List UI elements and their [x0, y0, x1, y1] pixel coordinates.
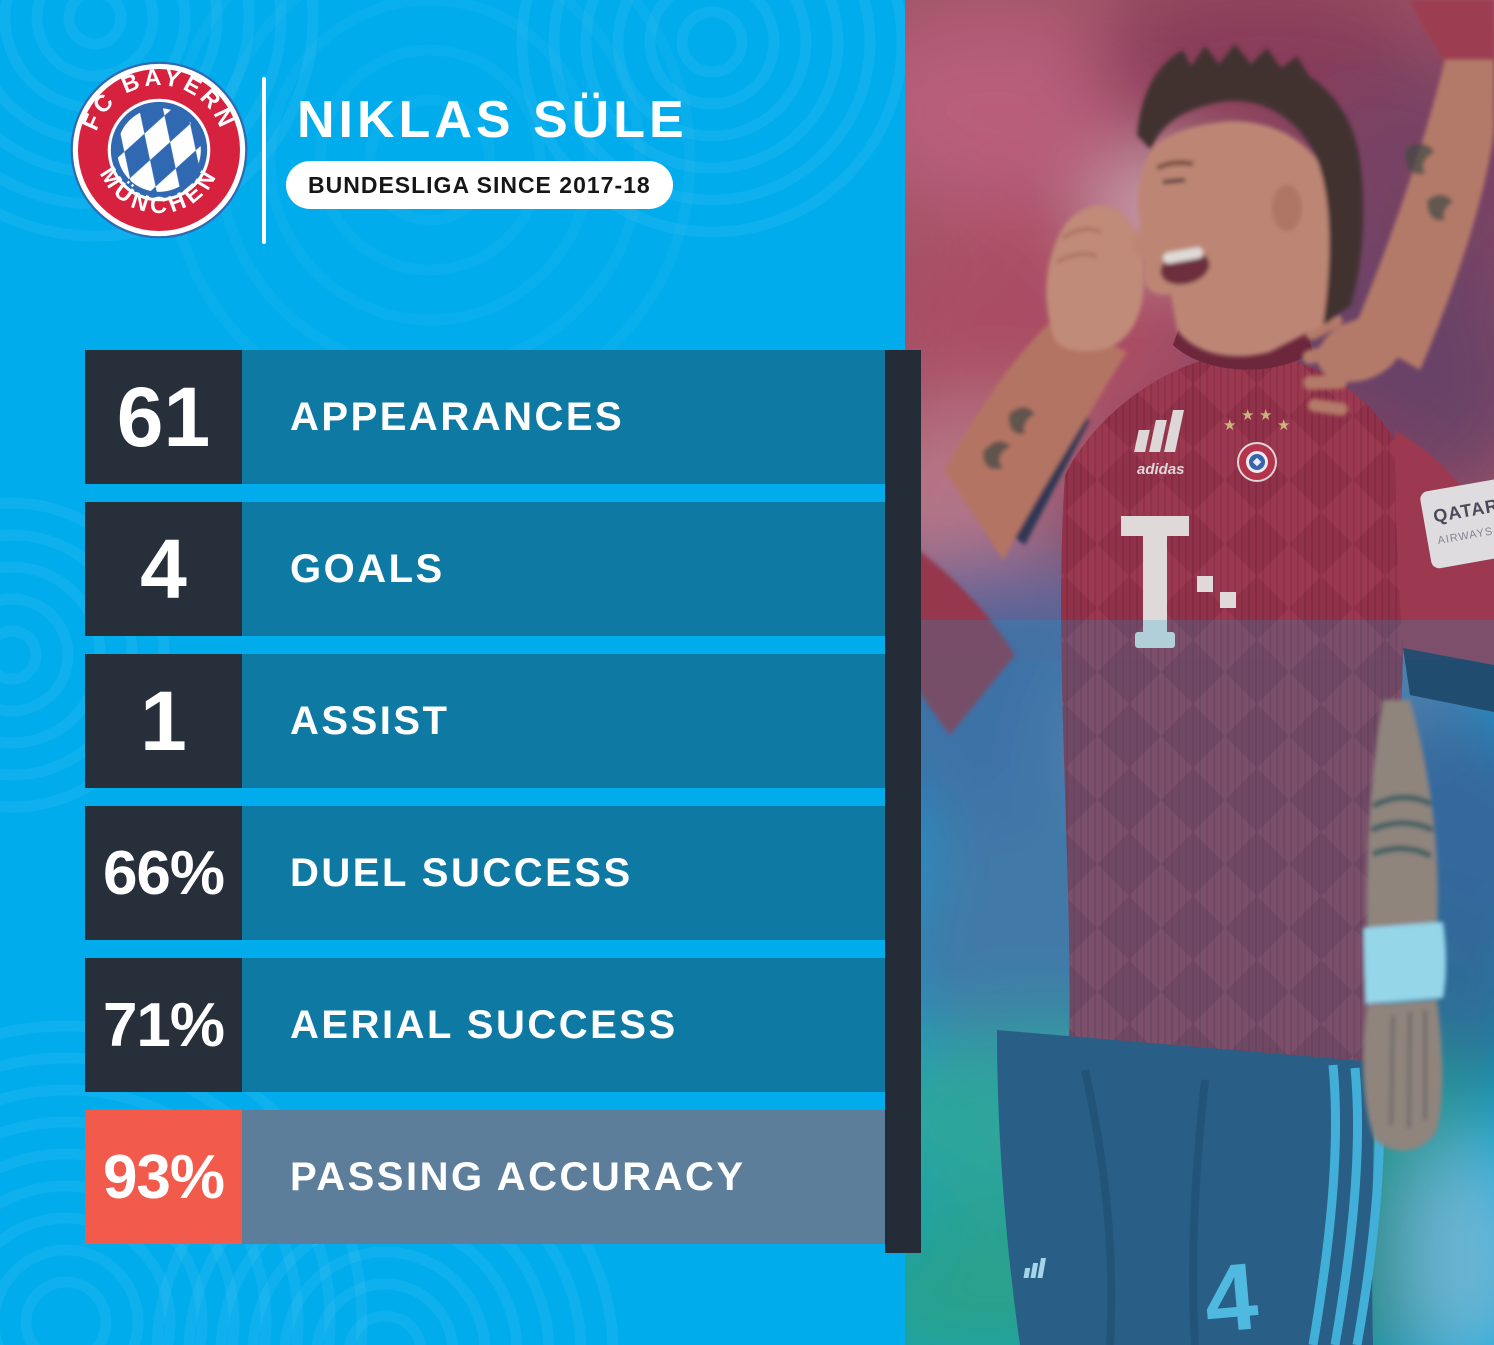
club-crest-logo: FC BAYERN MÜNCHEN	[70, 61, 248, 239]
stat-value: 4	[85, 502, 242, 636]
stat-row-passing-accuracy: 93% PASSING ACCURACY	[85, 1110, 885, 1244]
raised-hand	[1046, 205, 1145, 352]
stats-right-strip	[885, 350, 921, 1253]
stat-value: 93%	[85, 1110, 242, 1244]
forearm-tattoo	[983, 407, 1035, 470]
crest-star-icon: ★	[1223, 417, 1236, 434]
crest-star-icon: ★	[1259, 407, 1272, 424]
stat-value: 61	[85, 350, 242, 484]
stat-value: 71%	[85, 958, 242, 1092]
stat-bar: PASSING ACCURACY	[242, 1110, 885, 1244]
stat-value: 1	[85, 654, 242, 788]
competition-badge: BUNDESLIGA SINCE 2017-18	[286, 161, 673, 209]
jersey-brand-text: adidas	[1137, 461, 1185, 478]
stat-row-aerial-success: 71% AERIAL SUCCESS	[85, 958, 885, 1092]
shorts-brand-icon	[1023, 1258, 1046, 1278]
stat-row-assists: 1 ASSIST	[85, 654, 885, 788]
stat-value: 66%	[85, 806, 242, 940]
jersey-left-sleeve	[905, 540, 1015, 735]
crest-star-icon: ★	[1241, 407, 1254, 424]
photo-tint-overlay	[905, 0, 1494, 1345]
stat-bar: GOALS	[242, 502, 885, 636]
page-title: NIKLAS SÜLE	[297, 91, 688, 149]
finger-lines	[1056, 227, 1102, 264]
stat-label: AERIAL SUCCESS	[290, 1002, 678, 1047]
stat-label: ASSIST	[290, 698, 450, 743]
jersey-sponsor-logo: T	[1121, 516, 1236, 648]
crest-star-icon: ★	[1277, 417, 1290, 434]
player-head	[1132, 44, 1364, 357]
left-forearm	[945, 318, 1127, 560]
stat-label: DUEL SUCCESS	[290, 850, 633, 895]
stat-row-appearances: 61 APPEARANCES	[85, 350, 885, 484]
jersey-brand-mark: adidas	[1134, 410, 1185, 478]
right-hand	[1363, 1000, 1443, 1151]
teammate-arm	[1353, 0, 1494, 370]
ear	[1272, 185, 1302, 231]
eyebrow	[1155, 160, 1194, 171]
eye	[1162, 178, 1186, 184]
wrist-tape	[1363, 922, 1446, 1004]
teeth	[1163, 247, 1203, 264]
right-forearm	[1363, 700, 1446, 1151]
hair	[1137, 44, 1364, 325]
sleeve-patch: QATAR AIRWAYS	[1420, 477, 1494, 569]
shorts: 4	[997, 1030, 1385, 1345]
stat-label: GOALS	[290, 546, 445, 591]
stat-label: APPEARANCES	[290, 394, 625, 439]
jersey-crest: ★ ★ ★ ★	[1223, 407, 1290, 482]
header-divider	[262, 77, 266, 244]
stats-panel: 61 APPEARANCES 4 GOALS 1 ASSIST 66% DUEL…	[85, 350, 885, 1262]
player-photo: adidas ★ ★ ★ ★	[905, 0, 1494, 1345]
player-figure: adidas ★ ★ ★ ★	[905, 0, 1494, 1345]
shorts-number: 4	[1200, 1243, 1262, 1345]
stat-bar: DUEL SUCCESS	[242, 806, 885, 940]
stat-row-goals: 4 GOALS	[85, 502, 885, 636]
stat-label: PASSING ACCURACY	[290, 1154, 746, 1199]
teammate-hand	[1302, 313, 1403, 416]
stat-row-duel-success: 66% DUEL SUCCESS	[85, 806, 885, 940]
right-sleeve-cuff	[1403, 648, 1494, 712]
stat-bar: AERIAL SUCCESS	[242, 958, 885, 1092]
stat-bar: APPEARANCES	[242, 350, 885, 484]
stat-bar: ASSIST	[242, 654, 885, 788]
armband-tattoo	[1369, 794, 1435, 859]
